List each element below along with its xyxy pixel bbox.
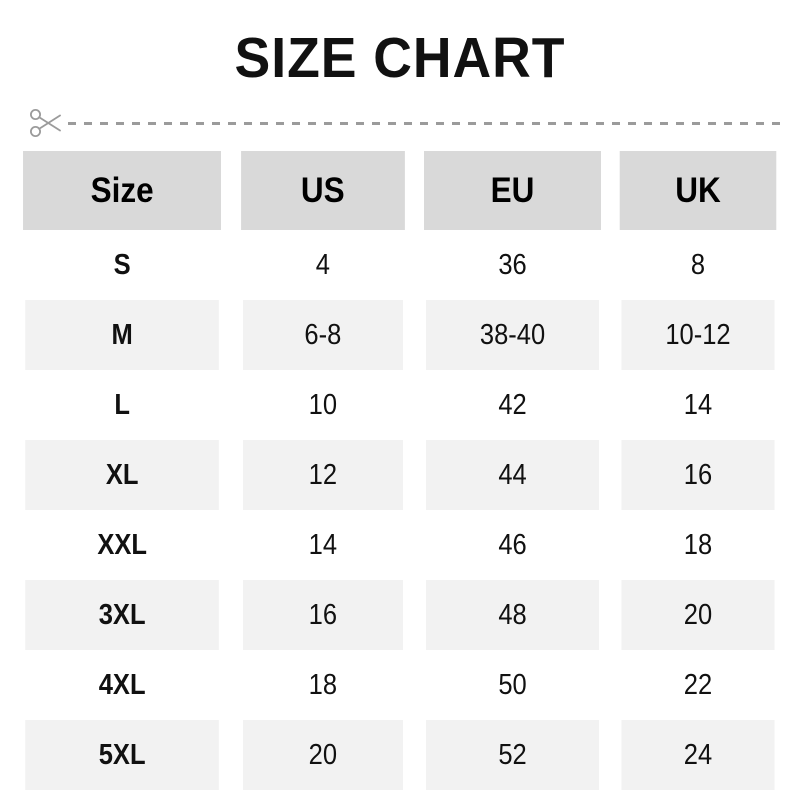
table-row: L 10 42 14 [12, 370, 785, 440]
cell-eu: 42 [425, 370, 600, 440]
cell-size: S [25, 230, 220, 300]
cell-eu: 50 [425, 650, 600, 720]
cell-eu: 38-40 [425, 300, 600, 370]
cell-size: 3XL [25, 580, 220, 650]
table-row: 3XL 16 48 20 [12, 580, 785, 650]
cell-size: XL [25, 440, 220, 510]
column-header-size: Size [23, 151, 222, 230]
cell-uk: 10-12 [621, 300, 775, 370]
cut-line [0, 101, 800, 145]
cell-size: 4XL [25, 650, 220, 720]
table-row: XXL 14 46 18 [12, 510, 785, 580]
table-header: Size US EU UK [12, 151, 785, 230]
cell-us: 20 [243, 720, 404, 790]
cell-uk: 14 [621, 370, 775, 440]
cell-size: 5XL [25, 720, 220, 790]
cell-eu: 46 [425, 510, 600, 580]
cell-size: M [25, 300, 220, 370]
dashed-cut-line [68, 121, 782, 125]
cell-us: 18 [243, 650, 404, 720]
cell-eu: 52 [425, 720, 600, 790]
column-header-us: US [241, 151, 405, 230]
cell-us: 14 [243, 510, 404, 580]
table-body: S 4 36 8 M 6-8 38-40 10-12 L 10 42 14 [12, 230, 785, 790]
cell-uk: 24 [621, 720, 775, 790]
scissors-icon [26, 106, 66, 140]
table-row: M 6-8 38-40 10-12 [12, 300, 785, 370]
table-row: S 4 36 8 [12, 230, 785, 300]
cell-us: 12 [243, 440, 404, 510]
cell-us: 16 [243, 580, 404, 650]
cell-eu: 44 [425, 440, 600, 510]
cell-us: 10 [243, 370, 404, 440]
column-header-eu: EU [423, 151, 602, 230]
cell-uk: 22 [621, 650, 775, 720]
page-title: SIZE CHART [234, 26, 566, 90]
cell-us: 4 [243, 230, 404, 300]
cell-uk: 8 [621, 230, 775, 300]
column-header-uk: UK [619, 151, 777, 230]
table-row: XL 12 44 16 [12, 440, 785, 510]
table-row: 4XL 18 50 22 [12, 650, 785, 720]
cell-us: 6-8 [243, 300, 404, 370]
table-row: 5XL 20 52 24 [12, 720, 785, 790]
cell-eu: 48 [425, 580, 600, 650]
cell-size: L [25, 370, 220, 440]
cell-uk: 18 [621, 510, 775, 580]
cell-eu: 36 [425, 230, 600, 300]
cell-uk: 20 [621, 580, 775, 650]
size-table-container: Size US EU UK S 4 36 8 M 6-8 38-40 10-12 [12, 151, 785, 790]
size-table: Size US EU UK S 4 36 8 M 6-8 38-40 10-12 [12, 151, 785, 790]
cell-size: XXL [25, 510, 220, 580]
cell-uk: 16 [621, 440, 775, 510]
table-header-row: Size US EU UK [12, 151, 785, 230]
